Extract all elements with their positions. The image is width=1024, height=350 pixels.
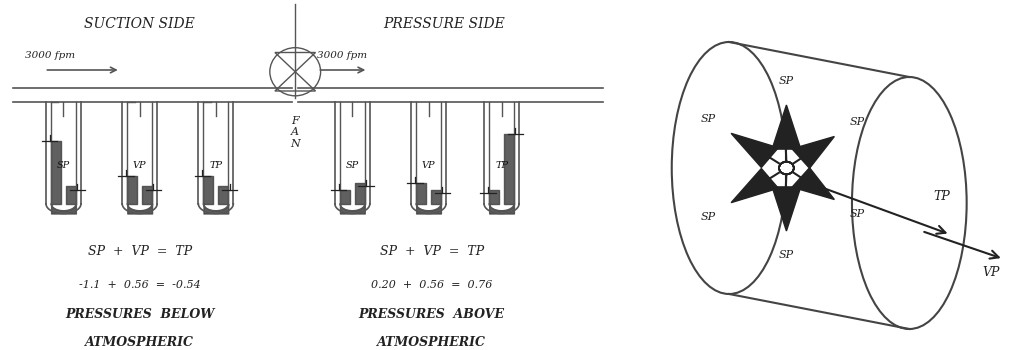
Polygon shape	[793, 136, 835, 168]
Text: 3000 fpm: 3000 fpm	[317, 50, 368, 60]
Text: SP: SP	[779, 251, 794, 260]
Circle shape	[779, 162, 794, 174]
Text: 3000 fpm: 3000 fpm	[26, 50, 76, 60]
Circle shape	[779, 162, 794, 174]
Text: TP: TP	[209, 161, 222, 170]
Text: 0.20  +  0.56  =  0.76: 0.20 + 0.56 = 0.76	[371, 280, 493, 290]
Text: TP: TP	[934, 189, 950, 203]
Circle shape	[779, 162, 794, 174]
Text: TP: TP	[495, 161, 508, 170]
Text: SP  +  VP  =  TP: SP + VP = TP	[88, 245, 191, 258]
Polygon shape	[793, 168, 835, 200]
Text: ATMOSPHERIC: ATMOSPHERIC	[85, 336, 195, 349]
Polygon shape	[731, 168, 778, 203]
Text: VP: VP	[983, 266, 999, 280]
Text: SP: SP	[700, 212, 716, 222]
Text: SP: SP	[700, 114, 716, 124]
Text: SP: SP	[779, 76, 794, 85]
Polygon shape	[772, 187, 801, 231]
Text: SP: SP	[850, 209, 864, 219]
Text: ATMOSPHERIC: ATMOSPHERIC	[377, 336, 486, 349]
Polygon shape	[772, 105, 801, 149]
Text: PRESSURES  ABOVE: PRESSURES ABOVE	[358, 308, 505, 321]
Circle shape	[779, 162, 794, 174]
Text: VP: VP	[133, 161, 146, 170]
Text: SP  +  VP  =  TP: SP + VP = TP	[380, 245, 483, 258]
Text: PRESSURE SIDE: PRESSURE SIDE	[384, 18, 505, 32]
Polygon shape	[731, 133, 778, 168]
Text: F
A
N: F A N	[291, 116, 300, 149]
Text: -1.1  +  0.56  =  -0.54: -1.1 + 0.56 = -0.54	[79, 280, 201, 290]
Text: SP: SP	[346, 161, 359, 170]
Circle shape	[779, 162, 794, 174]
Text: SP: SP	[850, 117, 864, 127]
Text: PRESSURES  BELOW: PRESSURES BELOW	[66, 308, 214, 321]
Circle shape	[779, 162, 794, 174]
Text: SP: SP	[57, 161, 70, 170]
Text: VP: VP	[422, 161, 435, 170]
Text: SUCTION SIDE: SUCTION SIDE	[84, 18, 195, 32]
